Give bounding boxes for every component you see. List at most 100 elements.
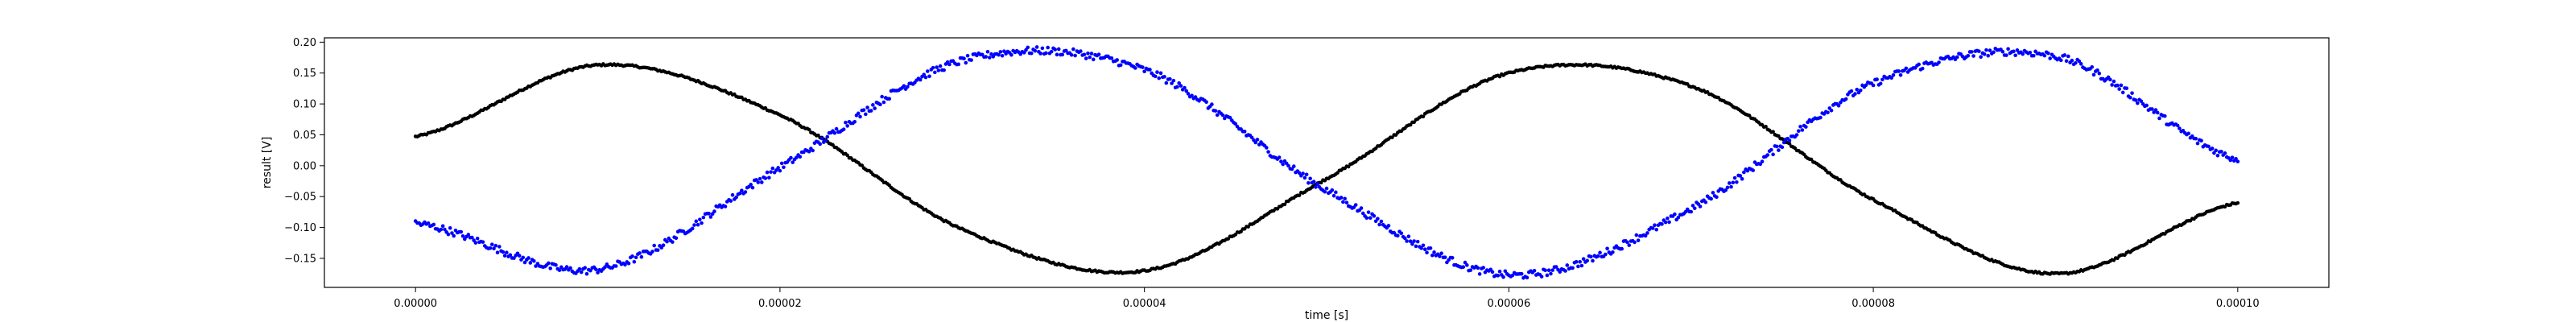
data-point <box>1096 52 1101 56</box>
data-point <box>1979 55 1983 59</box>
data-point <box>528 261 533 265</box>
data-point <box>1377 222 1381 227</box>
data-point <box>2219 150 2223 154</box>
data-point <box>878 102 882 107</box>
data-point <box>1891 72 1896 77</box>
data-point <box>2012 49 2016 54</box>
data-point <box>1634 233 1639 237</box>
data-point <box>2223 151 2227 155</box>
data-point <box>1690 204 1695 208</box>
data-point <box>1330 188 1335 192</box>
data-point <box>1709 196 1713 201</box>
data-point <box>918 77 923 82</box>
data-point <box>1331 193 1336 198</box>
data-point <box>460 233 465 238</box>
data-point <box>481 240 485 244</box>
plot-frame <box>324 37 2330 288</box>
data-point <box>475 236 480 241</box>
data-point <box>1164 80 1169 85</box>
data-point <box>2117 87 2121 91</box>
data-point <box>493 243 498 248</box>
data-point <box>547 261 551 266</box>
data-point <box>1141 65 1145 69</box>
data-point <box>638 251 642 255</box>
data-point <box>1550 268 1554 272</box>
data-point <box>1304 172 1309 177</box>
data-point <box>1780 145 1785 150</box>
series-1 <box>413 62 2240 276</box>
data-point <box>2150 107 2154 111</box>
data-point <box>564 265 569 269</box>
data-point <box>794 155 799 160</box>
data-point <box>522 260 527 265</box>
data-point <box>1598 250 1602 255</box>
data-point <box>1711 191 1715 195</box>
data-point <box>769 170 773 174</box>
data-point <box>2042 53 2047 58</box>
data-point <box>987 56 992 60</box>
data-point <box>1510 273 1515 278</box>
data-point <box>1158 71 1163 76</box>
data-point <box>466 233 471 237</box>
data-point <box>1604 252 1608 257</box>
data-point <box>1302 175 1307 180</box>
data-point <box>613 264 618 268</box>
data-point <box>1301 171 1305 175</box>
data-point <box>1769 147 1773 152</box>
data-point <box>1800 128 1805 132</box>
data-point <box>1341 200 1345 204</box>
data-point <box>1403 236 1407 241</box>
data-point <box>1323 189 1327 194</box>
data-point <box>1179 84 1183 88</box>
data-point <box>834 126 839 131</box>
data-point <box>1667 220 1671 225</box>
data-point <box>1339 196 1344 200</box>
data-point <box>933 70 937 75</box>
data-point <box>1988 48 1992 52</box>
data-point <box>825 134 830 139</box>
data-point <box>501 250 506 254</box>
data-point <box>446 232 451 237</box>
data-point <box>1439 251 1443 256</box>
data-point <box>1465 263 1469 267</box>
data-point <box>2070 58 2074 63</box>
data-point <box>779 161 784 166</box>
data-point <box>2199 138 2203 143</box>
data-point <box>841 127 846 131</box>
data-point <box>881 100 886 105</box>
data-point <box>1148 68 1152 72</box>
data-point <box>1265 146 1269 150</box>
data-point <box>1297 193 1302 197</box>
data-point <box>1334 190 1338 195</box>
data-point <box>1853 92 1857 96</box>
data-point <box>1703 200 1708 204</box>
data-point <box>1428 246 1433 250</box>
data-point <box>1443 255 1447 259</box>
y-tick-label: 0.00 <box>293 160 316 172</box>
data-point <box>1836 103 1841 108</box>
data-point <box>1742 170 1746 175</box>
data-point <box>767 175 771 180</box>
y-tick-label: 0.05 <box>293 130 316 142</box>
data-point <box>861 108 866 112</box>
data-point <box>998 50 1003 54</box>
data-point <box>845 124 849 128</box>
data-point <box>1798 124 1802 129</box>
data-point <box>1315 182 1319 186</box>
data-point <box>1215 113 1220 118</box>
data-point <box>1525 275 1530 280</box>
data-point <box>1794 133 1799 137</box>
data-point <box>1849 89 1854 93</box>
data-point <box>947 62 952 67</box>
data-point <box>2155 110 2160 115</box>
data-point <box>985 49 990 54</box>
data-point <box>2062 53 2067 57</box>
data-point <box>1920 66 1925 71</box>
data-point <box>1740 176 1744 181</box>
data-point <box>2153 108 2158 112</box>
data-point <box>626 261 631 266</box>
x-axis-ticks: 0.00000 0.00002 0.00004 0.00006 0.00008 0.000… <box>394 287 2260 310</box>
data-point <box>1049 49 1054 54</box>
data-point <box>964 60 968 65</box>
data-point <box>652 243 657 248</box>
